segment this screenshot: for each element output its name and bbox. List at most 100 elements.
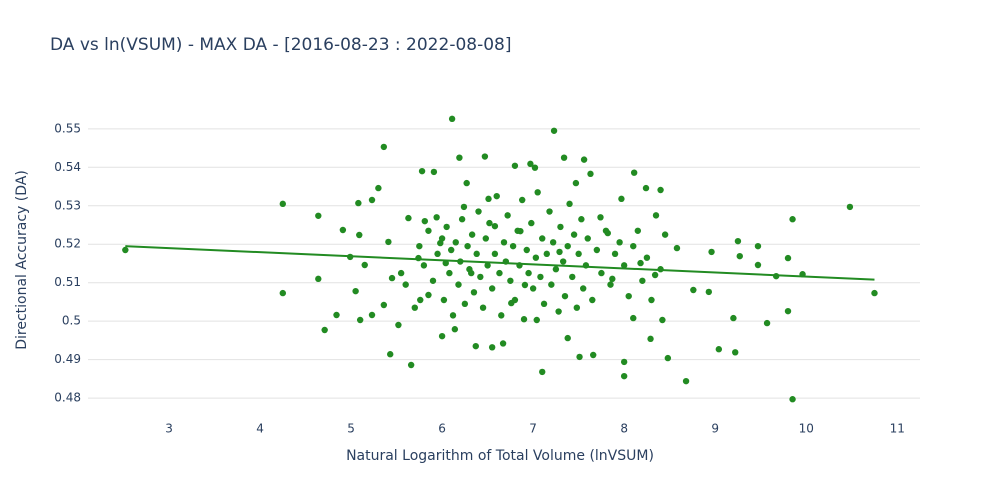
data-point	[361, 261, 368, 269]
data-point	[429, 277, 437, 284]
data-point	[620, 262, 628, 269]
data-point	[385, 238, 392, 246]
data-point	[564, 242, 571, 250]
data-point	[425, 227, 432, 234]
data-point	[871, 289, 878, 297]
data-point	[652, 212, 660, 219]
data-point	[479, 304, 487, 311]
data-point	[548, 281, 555, 288]
data-point	[732, 349, 739, 356]
data-point	[464, 242, 471, 250]
data-point	[630, 314, 637, 322]
data-point	[509, 242, 517, 250]
data-point	[463, 179, 470, 187]
data-point	[527, 160, 534, 168]
x-tick-label: 7	[529, 422, 537, 436]
data-point	[456, 154, 463, 161]
data-point	[734, 237, 742, 245]
x-tick-label: 8	[620, 422, 628, 436]
data-point	[388, 274, 396, 282]
data-point	[279, 289, 287, 297]
data-point	[552, 266, 560, 273]
data-point	[549, 239, 557, 246]
y-tick-label: 0.52	[54, 237, 81, 251]
data-point	[448, 115, 456, 123]
data-point	[573, 304, 581, 311]
data-point	[315, 212, 322, 219]
data-point	[580, 156, 588, 163]
data-point	[789, 216, 796, 223]
data-point	[584, 235, 591, 242]
data-point	[561, 292, 569, 300]
data-point	[380, 301, 388, 309]
data-point	[475, 208, 482, 215]
data-point	[661, 231, 669, 238]
data-point	[784, 254, 792, 262]
data-point	[789, 396, 796, 403]
data-point	[625, 292, 632, 300]
y-tick-label: 0.49	[54, 352, 81, 366]
data-point	[715, 346, 723, 353]
y-tick-label: 0.5	[62, 314, 81, 328]
data-point	[481, 153, 489, 160]
data-point	[648, 296, 655, 304]
data-point	[593, 246, 601, 254]
data-point	[730, 314, 737, 322]
data-point	[579, 285, 587, 292]
data-point	[420, 262, 428, 269]
data-point	[575, 250, 582, 258]
data-point	[493, 192, 500, 200]
data-point	[570, 231, 578, 238]
data-point	[630, 242, 637, 250]
data-point	[647, 335, 654, 343]
data-point	[433, 214, 440, 221]
data-point	[651, 271, 659, 279]
data-point	[122, 246, 129, 254]
data-point	[643, 254, 651, 261]
data-point	[525, 269, 532, 277]
y-tick-label: 0.48	[54, 391, 81, 405]
data-point	[443, 223, 450, 231]
data-point	[446, 269, 453, 277]
data-point	[550, 127, 558, 134]
data-point	[356, 231, 363, 239]
data-point	[440, 296, 448, 304]
data-point	[458, 216, 466, 223]
data-point	[559, 258, 567, 265]
data-point	[534, 189, 541, 196]
data-point	[587, 170, 594, 178]
data-point	[491, 222, 499, 230]
data-point	[368, 196, 376, 204]
data-point	[618, 195, 625, 203]
data-point	[569, 273, 576, 281]
data-point	[451, 326, 459, 333]
data-point	[339, 226, 347, 234]
data-point	[590, 351, 597, 359]
data-point	[708, 248, 715, 256]
trend-line	[125, 245, 875, 281]
data-point	[514, 227, 521, 234]
data-point	[576, 353, 583, 361]
data-point	[380, 143, 388, 151]
x-tick-label: 4	[256, 422, 264, 436]
data-point	[754, 242, 762, 250]
data-point	[560, 154, 568, 161]
data-point	[784, 307, 792, 315]
data-point	[461, 300, 469, 308]
data-point	[417, 296, 424, 304]
data-point	[529, 285, 537, 292]
data-point	[498, 312, 505, 319]
data-point	[597, 214, 604, 221]
data-point	[521, 281, 529, 289]
data-point	[356, 316, 364, 324]
data-point	[673, 244, 681, 252]
data-point	[416, 242, 423, 250]
data-point	[602, 227, 610, 234]
data-point	[452, 239, 459, 246]
y-tick-label: 0.53	[54, 198, 81, 212]
data-point	[540, 300, 548, 308]
data-point	[449, 312, 457, 319]
data-point	[642, 184, 650, 192]
data-point	[634, 227, 642, 234]
